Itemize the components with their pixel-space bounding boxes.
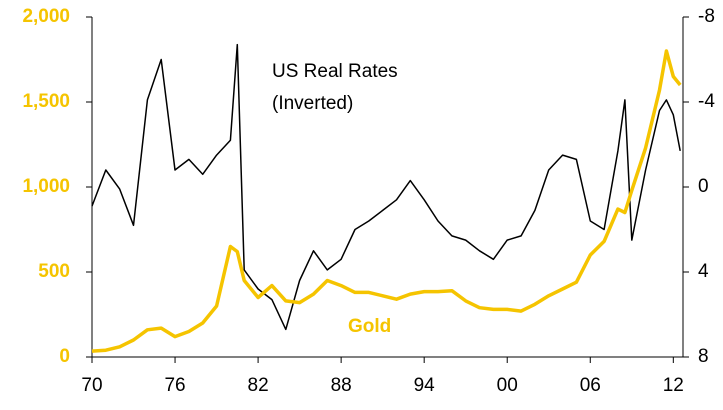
x-tick-label: 06 xyxy=(580,375,601,396)
y2-tick-label: -4 xyxy=(698,91,715,112)
series-label: Gold xyxy=(348,316,391,337)
series-line xyxy=(91,43,681,331)
series-label: US Real Rates xyxy=(272,61,398,82)
y2-tick-label: 4 xyxy=(698,261,709,282)
y-tick-label: 0 xyxy=(59,346,70,367)
y2-tick-label: 8 xyxy=(698,346,709,367)
y2-tick-label: -8 xyxy=(698,6,715,27)
x-tick-label: 94 xyxy=(414,375,436,396)
y-tick-label: 1,500 xyxy=(22,91,70,112)
x-tick-label: 00 xyxy=(497,375,518,396)
x-tick-label: 88 xyxy=(331,375,352,396)
series-line xyxy=(91,49,682,353)
annotation: (Inverted) xyxy=(272,93,353,114)
x-tick-label: 70 xyxy=(81,375,102,396)
x-tick-label: 82 xyxy=(248,375,269,396)
y-tick-label: 2,000 xyxy=(22,6,70,27)
y-tick-label: 500 xyxy=(38,261,70,282)
x-tick-label: 76 xyxy=(164,375,185,396)
y-tick-label: 1,000 xyxy=(22,176,70,197)
y2-tick-label: 0 xyxy=(698,176,709,197)
x-tick-label: 12 xyxy=(663,375,684,396)
